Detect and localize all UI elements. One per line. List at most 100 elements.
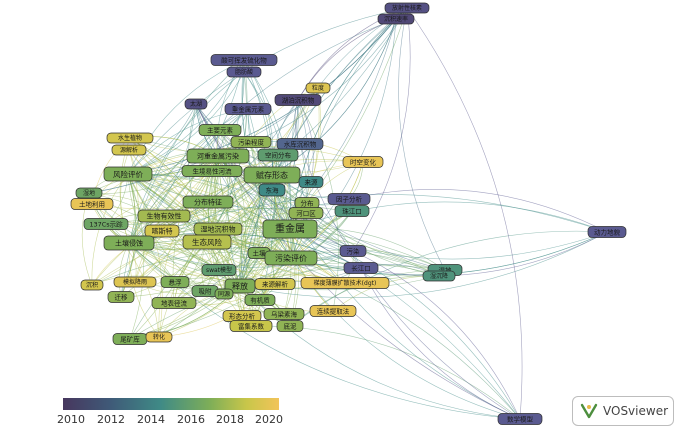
keyword-node[interactable]: 河重金属污染 [186,148,250,164]
keyword-node[interactable]: 有机质 [244,294,276,306]
keyword-node[interactable]: 喀斯特 [144,224,180,238]
keyword-node[interactable]: 生物有效性 [137,209,191,223]
keyword-node[interactable]: swat模型 [201,264,237,276]
keyword-node[interactable]: 粒度 [305,82,331,94]
keyword-node-label: 尾矿库 [120,335,140,344]
keyword-node[interactable]: 动力地貌 [587,226,627,238]
keyword-link [299,143,521,420]
keyword-link [204,18,397,292]
keyword-node[interactable]: 污染评价 [264,250,318,266]
keyword-node[interactable]: 湖泊沉积物 [274,94,322,106]
keyword-node-label: 脂肪酸 [235,68,253,76]
keyword-node-label: 湖泊沉积物 [282,96,315,105]
keyword-node-box [83,218,129,230]
keyword-node[interactable]: 土地利用 [70,198,114,210]
keyword-node-box [186,148,250,164]
keyword-node[interactable]: 底泥 [276,320,304,332]
keyword-node[interactable]: 沉积速率 [377,13,415,25]
keyword-node[interactable]: 放射性核素 [384,2,430,14]
keyword-node-label: 重金属元素 [232,105,265,114]
keyword-node[interactable]: 同源 [214,288,234,300]
keyword-node[interactable]: 源解析 [111,144,147,156]
keyword-node-box [309,305,357,317]
keyword-node[interactable]: 迁移 [107,291,135,303]
keyword-node[interactable]: 太湖 [184,98,208,110]
keyword-node[interactable]: 分布特征 [182,195,234,209]
keyword-node[interactable]: 模拟降雨 [113,276,157,288]
keyword-node-label: 赋存形态 [256,170,288,180]
keyword-node[interactable]: 土壤侵蚀 [103,235,155,251]
keyword-link [158,283,276,338]
keyword-node[interactable]: 风险评价 [103,166,153,182]
keyword-node[interactable]: 东海 [258,183,286,197]
keyword-node[interactable]: 连续提取法 [309,305,357,317]
keyword-node[interactable]: 主要元素 [198,124,242,136]
keyword-node[interactable]: 分布 [294,197,320,209]
keyword-node[interactable]: 重金属 [262,219,318,239]
keyword-link [290,161,364,259]
keyword-node[interactable]: 水生植物 [106,132,154,144]
keyword-node[interactable]: 空间分布 [257,148,299,162]
keyword-node[interactable]: 乌梁素海 [263,308,305,320]
keyword-node-label: 动力地貌 [594,228,621,237]
keyword-node[interactable]: 湿沉降 [422,270,456,282]
keyword-node[interactable]: 脂肪酸 [226,66,262,78]
keyword-node[interactable]: 湿地 [75,187,103,199]
keyword-link [352,7,411,252]
keyword-link [289,228,608,260]
keyword-node-box [181,165,243,177]
keyword-node[interactable]: 污染程度 [230,136,272,148]
keyword-node-label: 梯度薄膜扩散技术(dgt) [314,279,377,287]
keyword-node[interactable]: 来源解析 [254,278,296,290]
keyword-link [239,99,299,287]
keyword-node[interactable]: 梯度薄膜扩散技术(dgt) [300,277,390,289]
keyword-node[interactable]: 河口区 [288,207,324,219]
keyword-node-box [343,262,379,274]
keyword-node-label: 重金属 [275,222,305,235]
keyword-node[interactable]: 形态分析 [222,310,262,322]
keyword-link [105,223,160,338]
keyword-node-box [160,276,190,288]
keyword-node-label: 珠江口 [342,207,362,216]
keyword-node-label: 沉积 [86,281,98,289]
keyword-node-label: 生境易性河流 [193,167,233,176]
keyword-node[interactable]: 因子分析 [327,193,371,205]
keyword-node[interactable]: 地表径流 [151,297,197,309]
keyword-node[interactable]: 137Cs示踪 [83,218,129,230]
keyword-node-box [305,82,331,94]
keyword-node[interactable]: 水库沉积物 [276,138,324,150]
keyword-node[interactable]: 污染 [339,245,367,257]
keyword-node-box [230,136,272,148]
keyword-node-box [182,234,232,250]
keyword-node-label: swat模型 [206,266,232,274]
keyword-node[interactable]: 来源 [298,176,324,188]
keyword-node[interactable]: 土壤 [247,247,271,259]
keyword-node[interactable]: 酸可挥发硫化物 [210,54,278,66]
keyword-node[interactable]: 沉积 [80,279,104,291]
keyword-node-box [198,124,242,136]
keyword-node[interactable]: 重金属元素 [224,103,272,115]
keyword-node-label: 湿沉降 [430,272,448,280]
legend-tick: 2014 [137,413,165,426]
keyword-node[interactable]: 生境易性河流 [181,165,243,177]
keyword-node-box [70,198,114,210]
keyword-node[interactable]: 时空变化 [342,156,384,168]
keyword-node[interactable]: 珠江口 [334,205,370,217]
keyword-node[interactable]: 湿地沉积物 [193,222,243,236]
keyword-node-label: 生物有效性 [147,212,182,221]
keyword-node-box [257,148,299,162]
keyword-node[interactable]: 尾矿库 [112,333,148,345]
keyword-link [127,173,206,292]
keyword-node[interactable]: 数学模型 [497,413,543,425]
keyword-node[interactable]: 赋存形态 [243,166,301,184]
vosviewer-brand[interactable]: VOSviewer [572,396,674,426]
keyword-node[interactable]: 长江口 [343,262,379,274]
keyword-node[interactable]: 富集系数 [229,320,273,332]
keyword-node[interactable]: 悬浮 [160,276,190,288]
keyword-node[interactable]: 吸附 [191,285,219,297]
keyword-node[interactable]: 生态风险 [182,234,232,250]
keyword-node[interactable]: 转化 [145,331,173,343]
keyword-link [128,210,353,251]
keyword-node-box [377,13,415,25]
keyword-link [158,7,408,338]
